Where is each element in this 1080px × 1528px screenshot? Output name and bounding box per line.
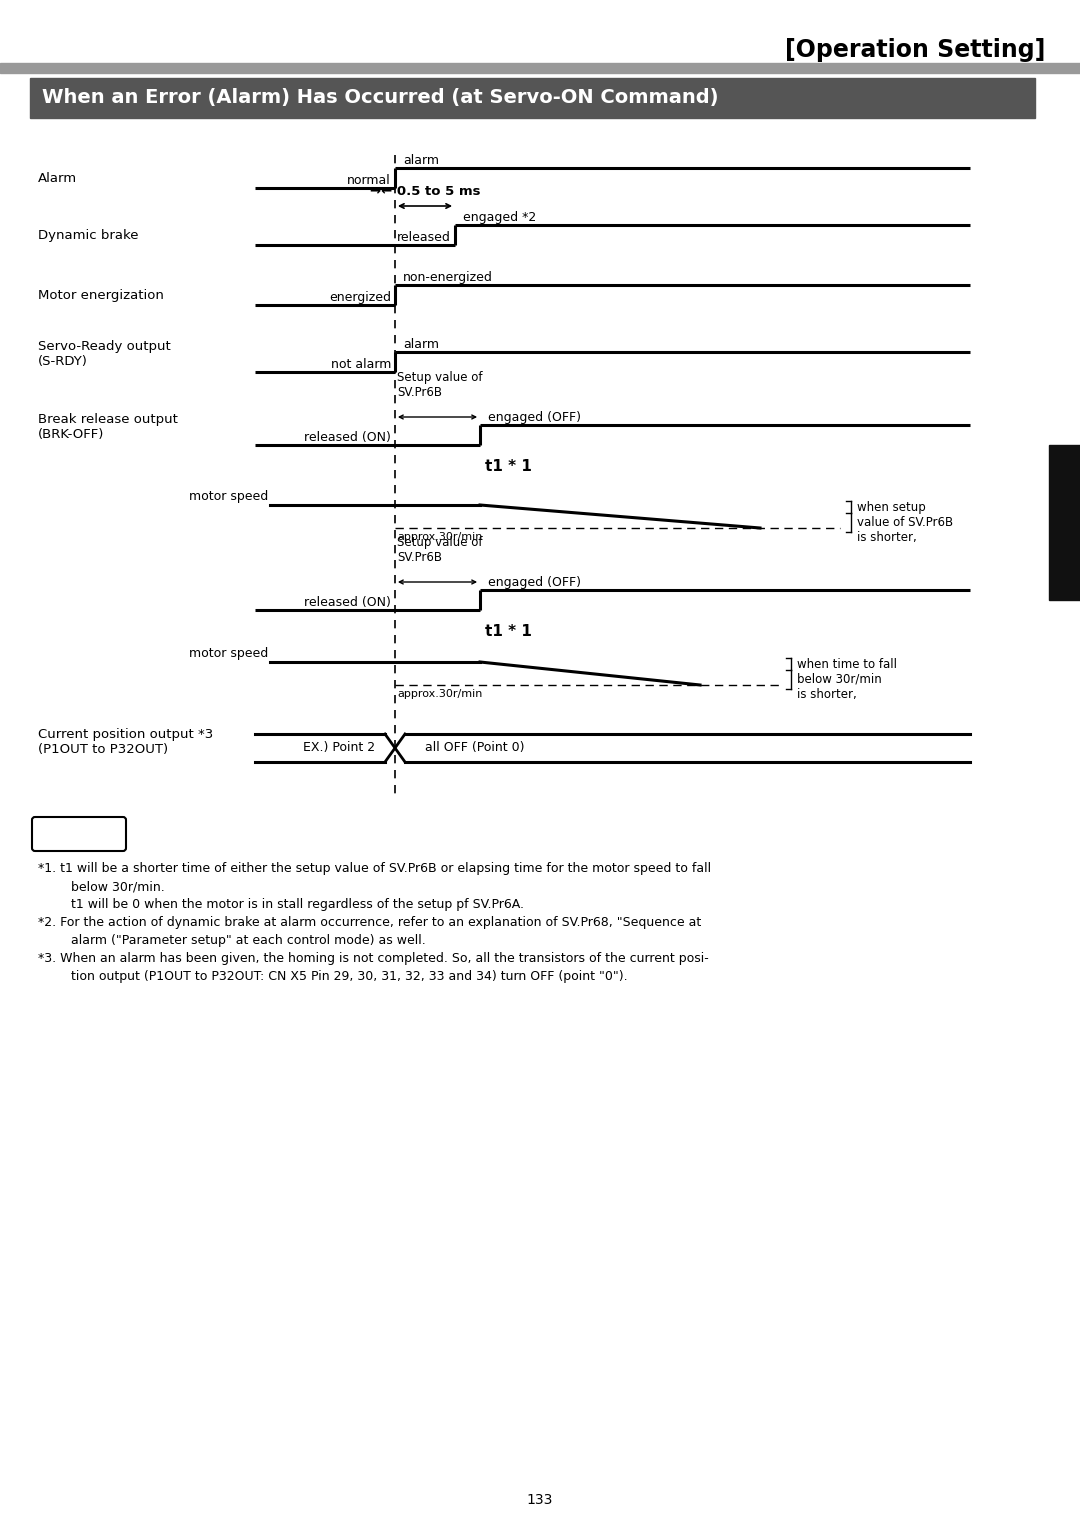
Text: engaged (OFF): engaged (OFF) bbox=[488, 411, 581, 423]
Text: all OFF (Point 0): all OFF (Point 0) bbox=[426, 741, 525, 755]
Text: below 30r/min.: below 30r/min. bbox=[55, 880, 165, 892]
Text: approx.30r/min: approx.30r/min bbox=[397, 532, 483, 542]
Text: [Operation Setting]: [Operation Setting] bbox=[785, 38, 1045, 63]
Text: Current position output *3
(P1OUT to P32OUT): Current position output *3 (P1OUT to P32… bbox=[38, 727, 213, 756]
Text: engaged *2: engaged *2 bbox=[463, 211, 537, 225]
Text: Servo-Ready output
(S-RDY): Servo-Ready output (S-RDY) bbox=[38, 341, 171, 368]
Text: →← 0.5 to 5 ms: →← 0.5 to 5 ms bbox=[369, 185, 481, 199]
Text: Dynamic brake: Dynamic brake bbox=[38, 229, 138, 241]
Text: not alarm: not alarm bbox=[330, 358, 391, 371]
Text: Break release output
(BRK-OFF): Break release output (BRK-OFF) bbox=[38, 413, 178, 442]
Text: engaged (OFF): engaged (OFF) bbox=[488, 576, 581, 588]
Text: approx.30r/min: approx.30r/min bbox=[397, 689, 483, 698]
Text: released (ON): released (ON) bbox=[305, 431, 391, 445]
Text: *3. When an alarm has been given, the homing is not completed. So, all the trans: *3. When an alarm has been given, the ho… bbox=[38, 952, 708, 966]
Text: normal: normal bbox=[348, 174, 391, 186]
Text: motor speed: motor speed bbox=[189, 490, 268, 503]
Text: when time to fall
below 30r/min
is shorter,: when time to fall below 30r/min is short… bbox=[797, 659, 897, 701]
Text: t1 * 1: t1 * 1 bbox=[485, 458, 531, 474]
Text: *1. t1 will be a shorter time of either the setup value of SV.Pr6B or elapsing t: *1. t1 will be a shorter time of either … bbox=[38, 862, 711, 876]
Text: Alarm: Alarm bbox=[38, 171, 77, 185]
Text: Setup value of
SV.Pr6B: Setup value of SV.Pr6B bbox=[397, 536, 483, 564]
Text: 133: 133 bbox=[527, 1493, 553, 1507]
Text: alarm: alarm bbox=[403, 338, 438, 351]
Text: motor speed: motor speed bbox=[189, 646, 268, 660]
Text: energized: energized bbox=[329, 290, 391, 304]
Bar bbox=[1049, 445, 1080, 601]
Text: released (ON): released (ON) bbox=[305, 596, 391, 610]
Bar bbox=[0, 63, 1080, 73]
Text: released: released bbox=[397, 231, 451, 244]
Text: t1 will be 0 when the motor is in stall regardless of the setup pf SV.Pr6A.: t1 will be 0 when the motor is in stall … bbox=[55, 898, 524, 911]
Text: alarm: alarm bbox=[403, 154, 438, 167]
Text: Operation
Setting: Operation Setting bbox=[1054, 497, 1074, 547]
Text: Setup value of
SV.Pr6B: Setup value of SV.Pr6B bbox=[397, 371, 483, 399]
Text: alarm ("Parameter setup" at each control mode) as well.: alarm ("Parameter setup" at each control… bbox=[55, 934, 426, 947]
FancyBboxPatch shape bbox=[32, 817, 126, 851]
Text: t1 * 1: t1 * 1 bbox=[485, 623, 531, 639]
Text: Caution: Caution bbox=[46, 827, 112, 842]
Text: Motor energization: Motor energization bbox=[38, 289, 164, 301]
Text: non-energized: non-energized bbox=[403, 270, 492, 284]
Text: When an Error (Alarm) Has Occurred (at Servo-ON Command): When an Error (Alarm) Has Occurred (at S… bbox=[42, 89, 718, 107]
Bar bbox=[30, 78, 1035, 118]
Text: EX.) Point 2: EX.) Point 2 bbox=[302, 741, 375, 755]
Text: when setup
value of SV.Pr6B
is shorter,: when setup value of SV.Pr6B is shorter, bbox=[858, 501, 954, 544]
Text: *2. For the action of dynamic brake at alarm occurrence, refer to an explanation: *2. For the action of dynamic brake at a… bbox=[38, 915, 701, 929]
Text: tion output (P1OUT to P32OUT: CN X5 Pin 29, 30, 31, 32, 33 and 34) turn OFF (poi: tion output (P1OUT to P32OUT: CN X5 Pin … bbox=[55, 970, 627, 983]
